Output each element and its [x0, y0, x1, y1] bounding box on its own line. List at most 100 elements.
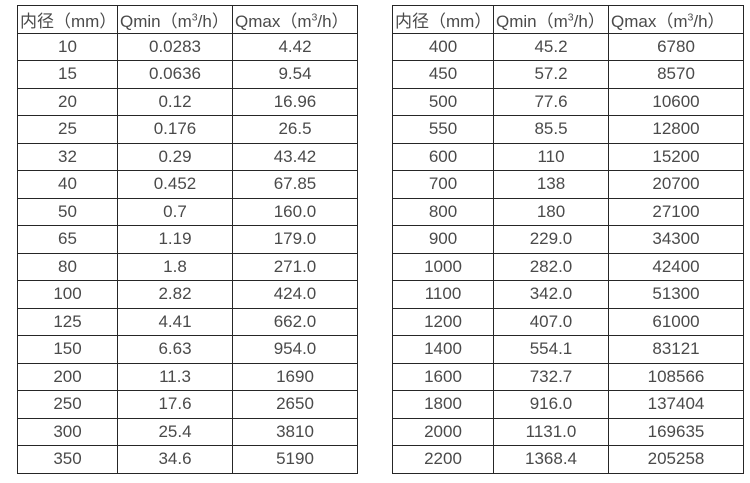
table-cell: 4.42	[232, 32, 358, 61]
column-header: Qmin（m3/h）	[493, 5, 609, 34]
table-cell: 400	[392, 32, 494, 61]
table-cell: 50	[17, 197, 118, 226]
table-cell: 229.0	[493, 225, 609, 254]
table-cell: 732.7	[493, 362, 609, 391]
table-cell: 45.2	[493, 32, 609, 61]
table-cell: 250	[17, 390, 118, 419]
table-cell: 205258	[608, 445, 744, 474]
table-cell: 180	[493, 197, 609, 226]
table-cell: 550	[392, 115, 494, 144]
table-cell: 1000	[392, 252, 494, 281]
table-cell: 110	[493, 142, 609, 171]
table-cell: 271.0	[232, 252, 358, 281]
table-cell: 83121	[608, 335, 744, 364]
table-cell: 916.0	[493, 390, 609, 419]
table-cell: 407.0	[493, 307, 609, 336]
table-cell: 1.8	[117, 252, 233, 281]
table-cell: 300	[17, 417, 118, 446]
table-cell: 2650	[232, 390, 358, 419]
table-row: 1400 554.1 83121	[392, 335, 744, 364]
table-cell: 16.96	[232, 87, 358, 116]
table-cell: 662.0	[232, 307, 358, 336]
header-row: 内径（mm） Qmin（m3/h） Qmax（m3/h）	[17, 5, 358, 34]
table-cell: 43.42	[232, 142, 358, 171]
superscript-3: 3	[567, 11, 574, 24]
table-row: 450 57.2 8570	[392, 60, 744, 89]
table-cell: 450	[392, 60, 494, 89]
table-cell: 77.6	[493, 87, 609, 116]
table-cell: 0.176	[117, 115, 233, 144]
table-row: 100 2.82 424.0	[17, 280, 358, 309]
table-cell: 32	[17, 142, 118, 171]
table-cell: 900	[392, 225, 494, 254]
table-cell: 67.85	[232, 170, 358, 199]
table-cell: 1100	[392, 280, 494, 309]
table-cell: 108566	[608, 362, 744, 391]
table-row: 1800 916.0 137404	[392, 390, 744, 419]
table-row: 150 6.63 954.0	[17, 335, 358, 364]
table-cell: 6780	[608, 32, 744, 61]
table-cell: 282.0	[493, 252, 609, 281]
table-cell: 1600	[392, 362, 494, 391]
table-cell: 12800	[608, 115, 744, 144]
table-body: 10 0.0283 4.42 15 0.0636 9.54 20 0.12 16.96 25 0.1…	[17, 32, 358, 474]
table-cell: 34.6	[117, 445, 233, 474]
table-row: 65 1.19 179.0	[17, 225, 358, 254]
table-cell: 61000	[608, 307, 744, 336]
table-row: 600 110 15200	[392, 142, 744, 171]
table-cell: 9.54	[232, 60, 358, 89]
table-row: 350 34.6 5190	[17, 445, 358, 474]
table-cell: 5190	[232, 445, 358, 474]
table-cell: 15	[17, 60, 118, 89]
table-row: 125 4.41 662.0	[17, 307, 358, 336]
superscript-3: 3	[687, 11, 694, 24]
table-cell: 1690	[232, 362, 358, 391]
table-row: 25 0.176 26.5	[17, 115, 358, 144]
table-cell: 1800	[392, 390, 494, 419]
table-row: 1600 732.7 108566	[392, 362, 744, 391]
superscript-3: 3	[311, 11, 318, 24]
table-cell: 51300	[608, 280, 744, 309]
table-cell: 169635	[608, 417, 744, 446]
table-body: 400 45.2 6780 450 57.2 8570 500 77.6 10600 550 85.…	[392, 32, 744, 474]
header-row: 内径（mm） Qmin（m3/h） Qmax（m3/h）	[392, 5, 744, 34]
table-cell: 26.5	[232, 115, 358, 144]
table-cell: 138	[493, 170, 609, 199]
table-cell: 57.2	[493, 60, 609, 89]
table-cell: 954.0	[232, 335, 358, 364]
table-cell: 0.0636	[117, 60, 233, 89]
table-cell: 0.7	[117, 197, 233, 226]
table-row: 500 77.6 10600	[392, 87, 744, 116]
table-row: 400 45.2 6780	[392, 32, 744, 61]
table-row: 2000 1131.0 169635	[392, 417, 744, 446]
table-cell: 15200	[608, 142, 744, 171]
table-row: 550 85.5 12800	[392, 115, 744, 144]
column-header: Qmax（m3/h）	[232, 5, 358, 34]
table-cell: 0.0283	[117, 32, 233, 61]
table-cell: 700	[392, 170, 494, 199]
column-header: 内径（mm）	[392, 5, 494, 34]
table-cell: 500	[392, 87, 494, 116]
table-cell: 17.6	[117, 390, 233, 419]
table-cell: 10	[17, 32, 118, 61]
table-row: 1100 342.0 51300	[392, 280, 744, 309]
table-cell: 8570	[608, 60, 744, 89]
table-cell: 0.12	[117, 87, 233, 116]
table-cell: 3810	[232, 417, 358, 446]
table-cell: 554.1	[493, 335, 609, 364]
column-header: Qmax（m3/h）	[608, 5, 744, 34]
table-row: 1000 282.0 42400	[392, 252, 744, 281]
table-cell: 27100	[608, 197, 744, 226]
table-cell: 6.63	[117, 335, 233, 364]
table-row: 20 0.12 16.96	[17, 87, 358, 116]
table-header: 内径（mm） Qmin（m3/h） Qmax（m3/h）	[392, 5, 744, 34]
table-cell: 0.29	[117, 142, 233, 171]
table-row: 40 0.452 67.85	[17, 170, 358, 199]
table-cell: 10600	[608, 87, 744, 116]
table-cell: 1400	[392, 335, 494, 364]
table-cell: 800	[392, 197, 494, 226]
table-cell: 65	[17, 225, 118, 254]
table-cell: 350	[17, 445, 118, 474]
column-header: Qmin（m3/h）	[117, 5, 233, 34]
